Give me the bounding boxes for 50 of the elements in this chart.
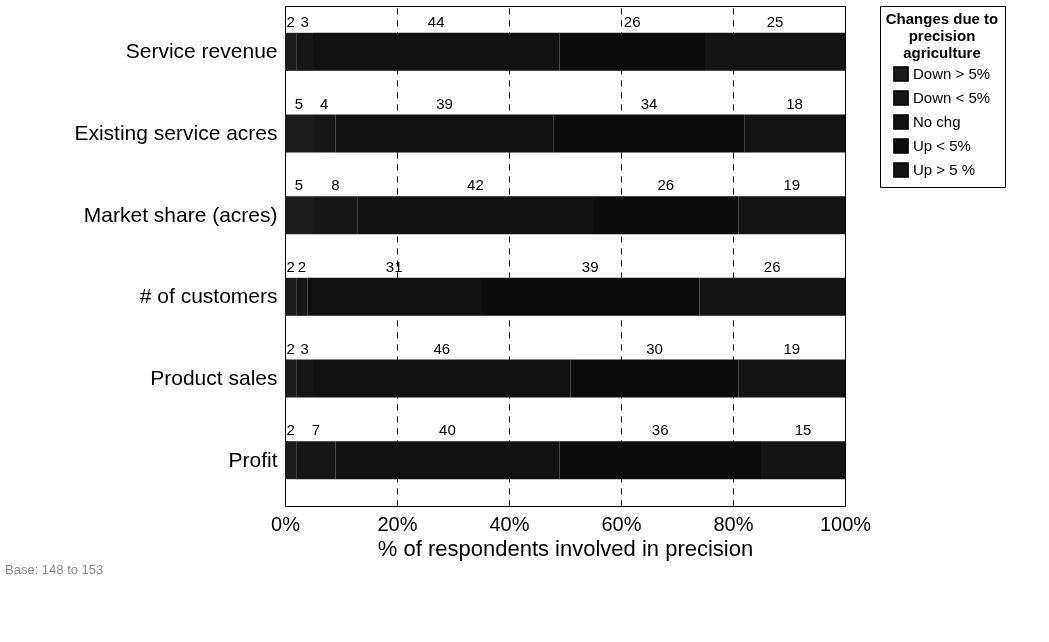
- legend-label: Down > 5%: [913, 65, 991, 82]
- data-label: 34: [640, 94, 658, 112]
- data-label: 5: [294, 176, 304, 194]
- data-label: 7: [311, 421, 320, 439]
- data-label: 30: [646, 339, 663, 357]
- legend-label: No chg: [913, 113, 961, 130]
- legend-label: Down < 5%: [913, 89, 991, 106]
- data-label: 3: [300, 339, 309, 357]
- data-label: 2: [286, 12, 295, 30]
- legend-label: Up < 5%: [913, 137, 971, 154]
- data-label: 2: [286, 339, 295, 357]
- y-tick-label: Service revenue: [125, 39, 278, 63]
- y-tick-label: Market share (acres): [83, 202, 278, 226]
- legend-title: Changes due to precision agriculture: [885, 10, 999, 61]
- x-axis-title: % of respondents involved in precision: [377, 535, 754, 561]
- x-tick-label: 0%: [271, 512, 301, 535]
- data-label: 3: [300, 12, 309, 30]
- data-label: 42: [467, 176, 484, 194]
- data-label: 25: [766, 12, 784, 30]
- data-label: 26: [623, 12, 641, 30]
- data-label: 4: [320, 94, 329, 112]
- data-label: 2: [286, 421, 295, 439]
- data-label: 5: [294, 94, 304, 112]
- x-tick-label: 60%: [601, 512, 642, 535]
- data-label: 40: [439, 421, 456, 439]
- y-tick-label: Existing service acres: [74, 121, 278, 144]
- x-tick-label: 80%: [713, 512, 754, 535]
- y-tick-label: # of customers: [139, 284, 278, 308]
- data-label: 19: [783, 176, 801, 194]
- y-tick-label: Product sales: [150, 366, 278, 389]
- data-label: 18: [786, 94, 803, 112]
- x-tick-label: 40%: [489, 512, 530, 535]
- text: Base: 148 to 153: [5, 562, 104, 577]
- data-label: 36: [651, 421, 669, 439]
- x-tick-label: 100%: [819, 512, 872, 535]
- data-label: 31: [385, 257, 403, 275]
- data-label: 15: [794, 421, 812, 439]
- data-label: 39: [436, 94, 453, 112]
- data-label: 2: [297, 257, 306, 275]
- data-label: 46: [433, 339, 451, 357]
- y-tick-label: Profit: [228, 447, 278, 471]
- data-label: 19: [783, 339, 801, 357]
- data-label: 26: [657, 176, 675, 194]
- x-tick-label: 20%: [377, 512, 418, 535]
- legend-label: Up > 5 %: [913, 161, 976, 178]
- data-label: 8: [331, 176, 340, 194]
- data-label: 26: [763, 257, 781, 275]
- data-label: 2: [286, 257, 295, 275]
- data-label: 44: [427, 12, 445, 30]
- data-label: 39: [581, 257, 599, 275]
